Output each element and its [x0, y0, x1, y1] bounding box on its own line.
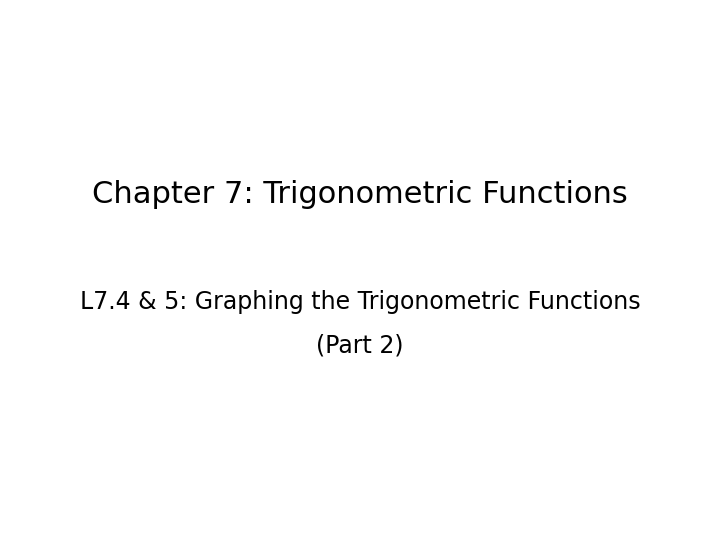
Text: Chapter 7: Trigonometric Functions: Chapter 7: Trigonometric Functions: [92, 180, 628, 209]
Text: (Part 2): (Part 2): [316, 334, 404, 357]
Text: L7.4 & 5: Graphing the Trigonometric Functions: L7.4 & 5: Graphing the Trigonometric Fun…: [80, 291, 640, 314]
